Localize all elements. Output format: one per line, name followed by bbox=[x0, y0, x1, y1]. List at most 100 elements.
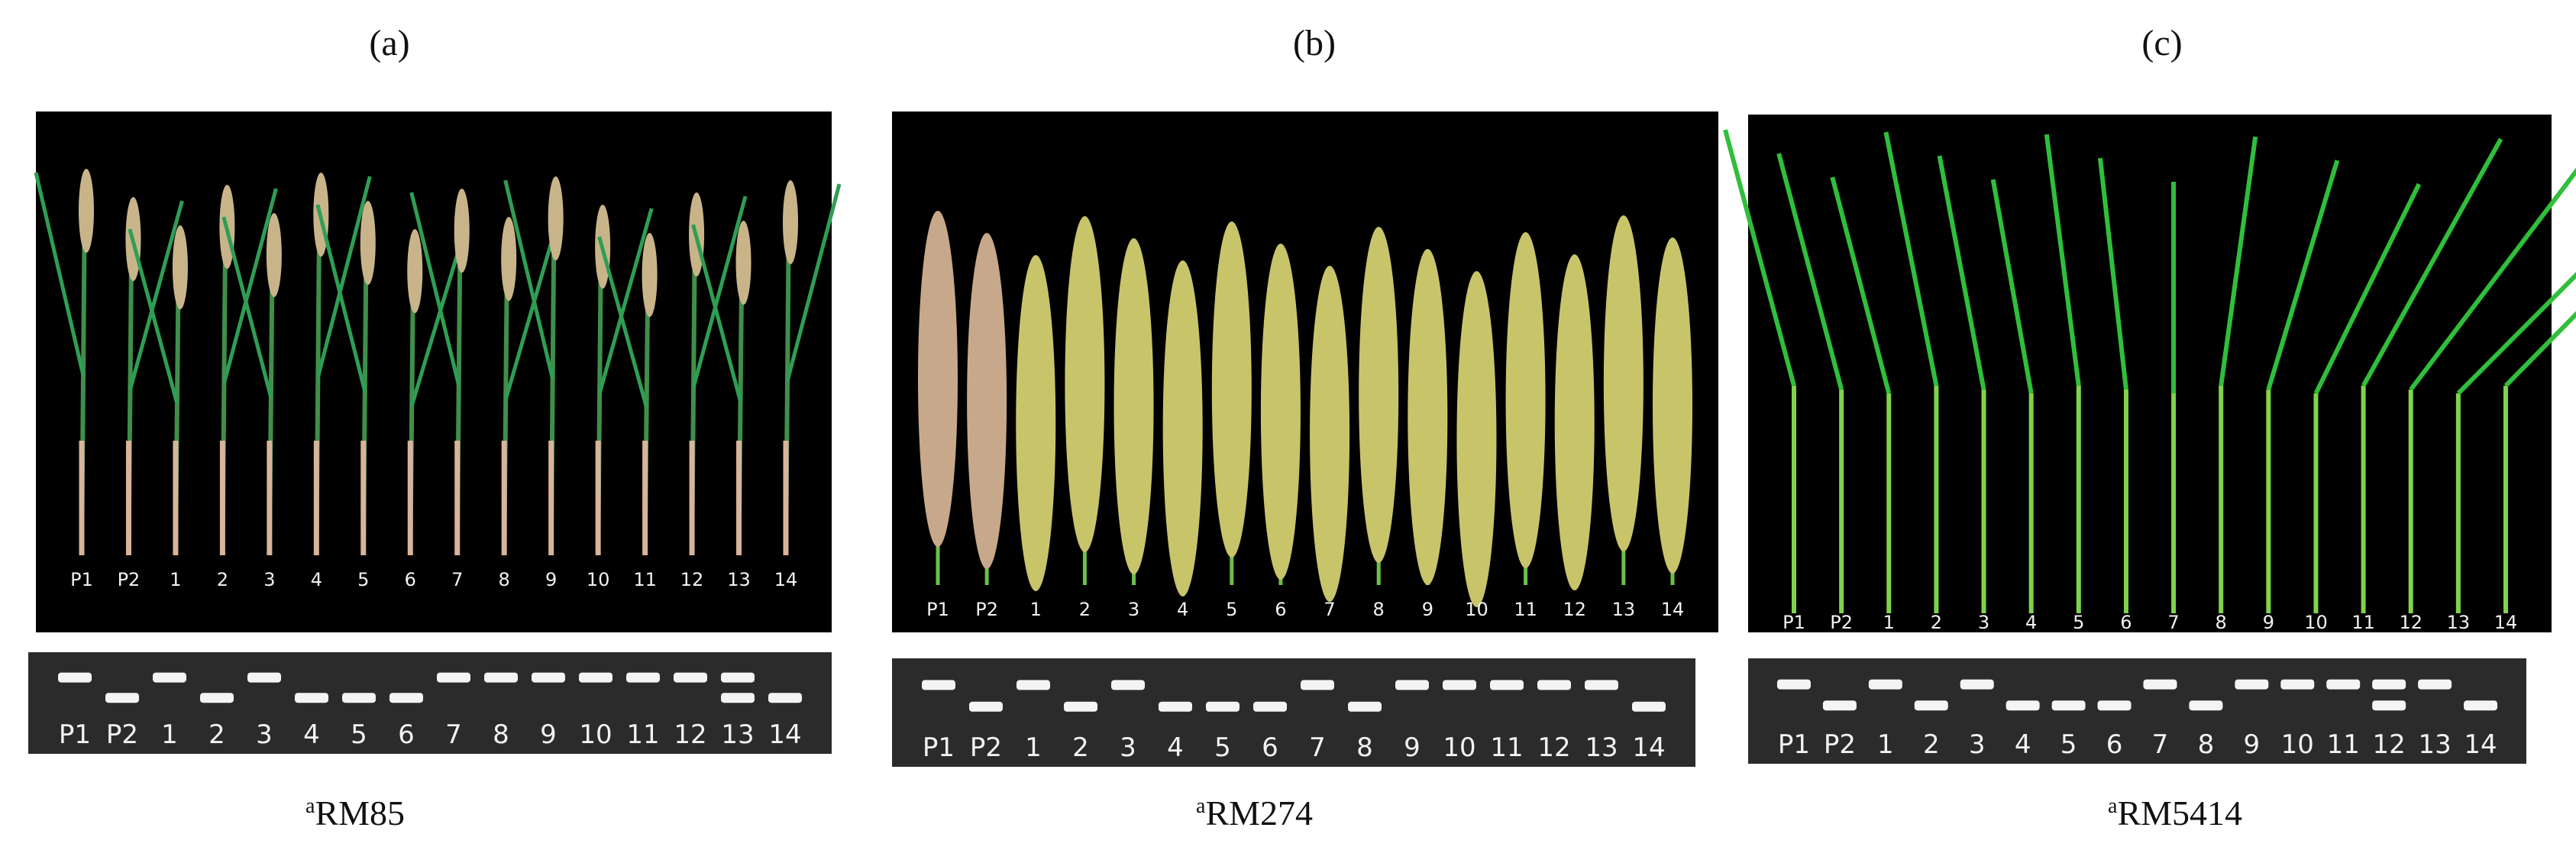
gel-band bbox=[2051, 700, 2086, 711]
gel-lane-label: 8 bbox=[493, 719, 509, 750]
photo-lane-label: 5 bbox=[357, 569, 369, 590]
gel-lane-label: 2 bbox=[1072, 732, 1089, 763]
gel-band bbox=[1490, 680, 1524, 690]
photo-lane-label: P1 bbox=[926, 599, 949, 620]
gel-band bbox=[1348, 701, 1382, 712]
plant-leaf bbox=[597, 208, 654, 394]
plant-leaf bbox=[2409, 167, 2576, 391]
plant-leaf bbox=[128, 200, 184, 390]
panicle bbox=[1211, 221, 1252, 558]
gel-band bbox=[1822, 700, 1857, 711]
plant-leaf bbox=[2219, 136, 2258, 386]
plant-leaf bbox=[2361, 137, 2503, 387]
photo-lane-label: P2 bbox=[1830, 612, 1853, 633]
gel-band bbox=[2372, 700, 2406, 711]
plant-leaf bbox=[2313, 183, 2422, 395]
gel-band bbox=[532, 672, 565, 683]
photo-lane-label: 10 bbox=[587, 569, 610, 590]
gel-lane-label: 13 bbox=[1585, 732, 1618, 763]
panicle bbox=[407, 229, 423, 313]
gel-band bbox=[2280, 679, 2315, 690]
photo-lane-label: 4 bbox=[311, 569, 322, 590]
gel-band bbox=[2189, 700, 2223, 711]
gel-band bbox=[1443, 680, 1476, 690]
panicle bbox=[266, 213, 282, 297]
gel-band bbox=[1017, 680, 1050, 690]
gel-lane-label: 4 bbox=[303, 719, 320, 750]
photo-lane-label: 4 bbox=[2025, 612, 2037, 633]
gel-band bbox=[1537, 680, 1571, 690]
photo-lane-label: 9 bbox=[545, 569, 557, 590]
caption-text: RM5414 bbox=[2117, 794, 2242, 832]
plant-leaf bbox=[1830, 176, 1892, 394]
caption-text: RM85 bbox=[315, 794, 405, 832]
caption-superscript: a bbox=[305, 794, 315, 818]
photo-lane-label: 13 bbox=[1612, 599, 1636, 620]
panicle bbox=[1016, 255, 1056, 591]
gel-band bbox=[342, 693, 376, 703]
gel-band bbox=[200, 693, 234, 703]
plant-leaf bbox=[597, 236, 649, 409]
photo-lane-label: 1 bbox=[1883, 612, 1895, 633]
panicle bbox=[1260, 244, 1301, 580]
gel-lane-label: 11 bbox=[1490, 732, 1523, 763]
gel-band bbox=[1206, 701, 1240, 712]
panicle bbox=[548, 176, 564, 260]
gel-lane-label: 14 bbox=[2464, 729, 2497, 760]
caption: aRM5414 bbox=[2108, 794, 2242, 832]
caption-superscript: a bbox=[2108, 794, 2118, 818]
gel-band bbox=[1776, 679, 1811, 690]
gel-band bbox=[2143, 679, 2177, 690]
gel-band bbox=[768, 693, 802, 703]
gel-band bbox=[1585, 680, 1618, 690]
plant-leaf bbox=[503, 220, 560, 400]
gel-lane-label: 4 bbox=[1167, 732, 1184, 763]
gel-lane-label: 12 bbox=[1537, 732, 1570, 763]
photo-lane-label: 6 bbox=[405, 569, 416, 590]
panicle bbox=[454, 189, 470, 273]
caption: aRM85 bbox=[305, 794, 405, 832]
plant-leaf bbox=[2503, 311, 2576, 388]
plant-leaf bbox=[503, 179, 555, 380]
gel-band bbox=[1868, 679, 1902, 690]
photo-lane-label: 13 bbox=[727, 569, 751, 590]
gel-lane-label: 7 bbox=[445, 719, 462, 750]
gel-band bbox=[153, 672, 186, 683]
plant-leaf bbox=[1723, 129, 1796, 386]
plant-leaf bbox=[785, 183, 842, 382]
gel-lane-label: 11 bbox=[2327, 729, 2360, 760]
gel-lane-label: 8 bbox=[1356, 732, 1373, 763]
gel-lane-label: 10 bbox=[579, 719, 612, 750]
panel-label: (b) bbox=[1293, 23, 1336, 63]
gel-lane-label: 14 bbox=[768, 719, 801, 750]
gel-band bbox=[626, 672, 660, 683]
gel-lane-label: 1 bbox=[1877, 729, 1894, 760]
gel-lane-label: 8 bbox=[2198, 729, 2215, 760]
photo-lane-label: 14 bbox=[2494, 612, 2518, 633]
gel-lane-label: 3 bbox=[1120, 732, 1136, 763]
photo-lane-label: P2 bbox=[118, 569, 141, 590]
plant-leaf bbox=[221, 216, 273, 399]
gel-lane-label: 7 bbox=[1309, 732, 1326, 763]
gel-lane-label: 5 bbox=[351, 719, 367, 750]
gel-lane-label: 9 bbox=[2244, 729, 2261, 760]
plant-leaf bbox=[409, 232, 466, 406]
gel-lane-label: 1 bbox=[161, 719, 178, 750]
photo-lane-label: 12 bbox=[1563, 599, 1586, 620]
plant-photo bbox=[36, 112, 832, 632]
panicle bbox=[79, 169, 94, 253]
plant-leaf bbox=[2266, 160, 2340, 390]
gel-band bbox=[1632, 701, 1666, 712]
photo-lane-label: P2 bbox=[975, 599, 998, 620]
photo-lane-label: 9 bbox=[1422, 599, 1433, 620]
plant-leaf bbox=[221, 188, 278, 384]
gel-lane-label: 7 bbox=[2152, 729, 2169, 760]
plant-photo bbox=[1748, 115, 2552, 632]
gel-band bbox=[105, 693, 139, 703]
plant-photo bbox=[892, 112, 1718, 632]
gel-band bbox=[1395, 680, 1429, 690]
plant-leaf bbox=[315, 176, 372, 378]
